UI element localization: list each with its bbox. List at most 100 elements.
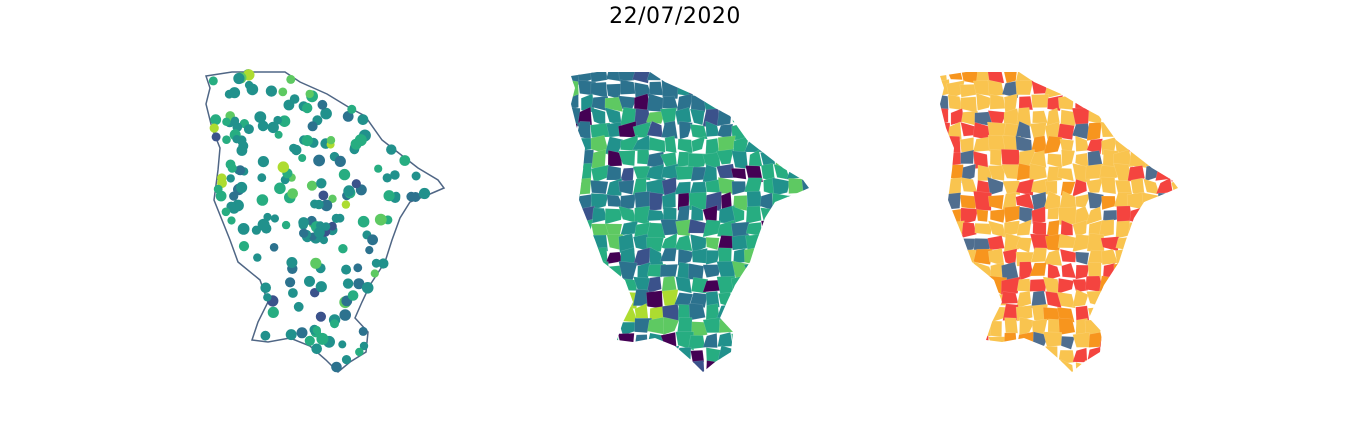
- municipality: [940, 149, 951, 169]
- station-point: [355, 347, 364, 357]
- station-point: [359, 341, 369, 351]
- municipality: [804, 93, 809, 111]
- choropleth-risk-map: [940, 72, 1178, 392]
- station-point: [378, 258, 389, 269]
- municipality: [1031, 94, 1050, 108]
- municipality: [801, 289, 809, 306]
- municipality: [1018, 261, 1034, 281]
- municipality: [1172, 96, 1178, 113]
- municipality: [1045, 346, 1058, 366]
- municipality: [745, 345, 763, 362]
- municipality: [977, 274, 991, 295]
- municipality: [1075, 361, 1086, 372]
- municipality: [1101, 306, 1118, 321]
- municipality: [646, 72, 664, 81]
- municipality: [716, 148, 734, 165]
- municipality: [1170, 80, 1178, 98]
- municipality: [677, 248, 694, 266]
- municipality: [775, 235, 792, 253]
- station-point: [230, 116, 240, 126]
- municipality: [659, 264, 678, 278]
- municipality: [649, 136, 666, 153]
- municipality: [732, 376, 744, 391]
- municipality: [1100, 72, 1119, 83]
- municipality: [947, 233, 963, 249]
- station-point: [254, 111, 267, 123]
- municipality: [1102, 94, 1119, 113]
- municipality: [763, 234, 774, 253]
- municipality: [1115, 360, 1133, 372]
- station-point: [351, 179, 361, 189]
- municipality: [799, 205, 809, 226]
- municipality: [991, 374, 1006, 390]
- municipality: [620, 79, 636, 95]
- municipality: [772, 293, 792, 307]
- municipality: [744, 374, 763, 392]
- municipality: [1157, 376, 1175, 390]
- municipality: [786, 222, 806, 236]
- municipality: [763, 123, 777, 139]
- municipality: [940, 137, 948, 153]
- municipality: [678, 377, 691, 388]
- municipality: [606, 290, 620, 306]
- municipality: [786, 136, 805, 155]
- municipality: [571, 233, 582, 251]
- municipality: [773, 111, 792, 126]
- station-point: [315, 281, 327, 293]
- municipality: [590, 290, 605, 310]
- municipality: [1087, 191, 1104, 209]
- municipality: [1042, 331, 1063, 348]
- municipality: [1100, 176, 1117, 195]
- municipality: [744, 289, 764, 309]
- municipality: [788, 122, 806, 139]
- municipality: [946, 135, 961, 155]
- municipality: [1141, 81, 1159, 100]
- municipality: [761, 334, 776, 351]
- municipality: [973, 248, 993, 265]
- municipality: [633, 346, 650, 365]
- municipality: [1114, 248, 1128, 265]
- municipality: [961, 275, 979, 294]
- municipality: [1102, 262, 1116, 279]
- station-point: [289, 94, 300, 104]
- municipality: [940, 248, 951, 266]
- municipality: [1127, 359, 1147, 372]
- station-point: [257, 120, 269, 132]
- station-point: [330, 319, 339, 329]
- station-point: [338, 340, 347, 349]
- municipality: [591, 261, 610, 279]
- municipality: [1047, 207, 1060, 220]
- municipality: [1061, 262, 1077, 279]
- municipality: [1172, 208, 1178, 224]
- municipality: [731, 95, 749, 113]
- municipality: [940, 333, 951, 351]
- municipality: [1101, 195, 1116, 210]
- municipality: [940, 320, 952, 335]
- municipality: [1044, 72, 1062, 85]
- municipality: [973, 359, 990, 372]
- municipality: [1030, 373, 1049, 392]
- municipality: [760, 220, 778, 240]
- municipality: [788, 208, 805, 222]
- municipality: [717, 345, 734, 363]
- municipality: [1143, 294, 1159, 309]
- municipality: [1155, 163, 1175, 181]
- municipality: [745, 93, 764, 113]
- municipality: [1098, 219, 1115, 238]
- municipality: [1144, 250, 1162, 263]
- municipality: [759, 139, 778, 154]
- municipality: [1114, 72, 1129, 83]
- municipality: [571, 358, 581, 372]
- municipality: [975, 92, 993, 111]
- municipality: [773, 221, 790, 236]
- municipality: [1048, 374, 1060, 391]
- municipality: [689, 108, 705, 126]
- municipality: [987, 235, 1005, 251]
- municipality: [1113, 276, 1131, 291]
- municipality: [1156, 236, 1176, 250]
- municipality: [1127, 222, 1148, 238]
- municipality: [1145, 276, 1156, 292]
- municipality: [1141, 317, 1161, 336]
- municipality: [1171, 276, 1178, 294]
- station-point: [341, 264, 352, 275]
